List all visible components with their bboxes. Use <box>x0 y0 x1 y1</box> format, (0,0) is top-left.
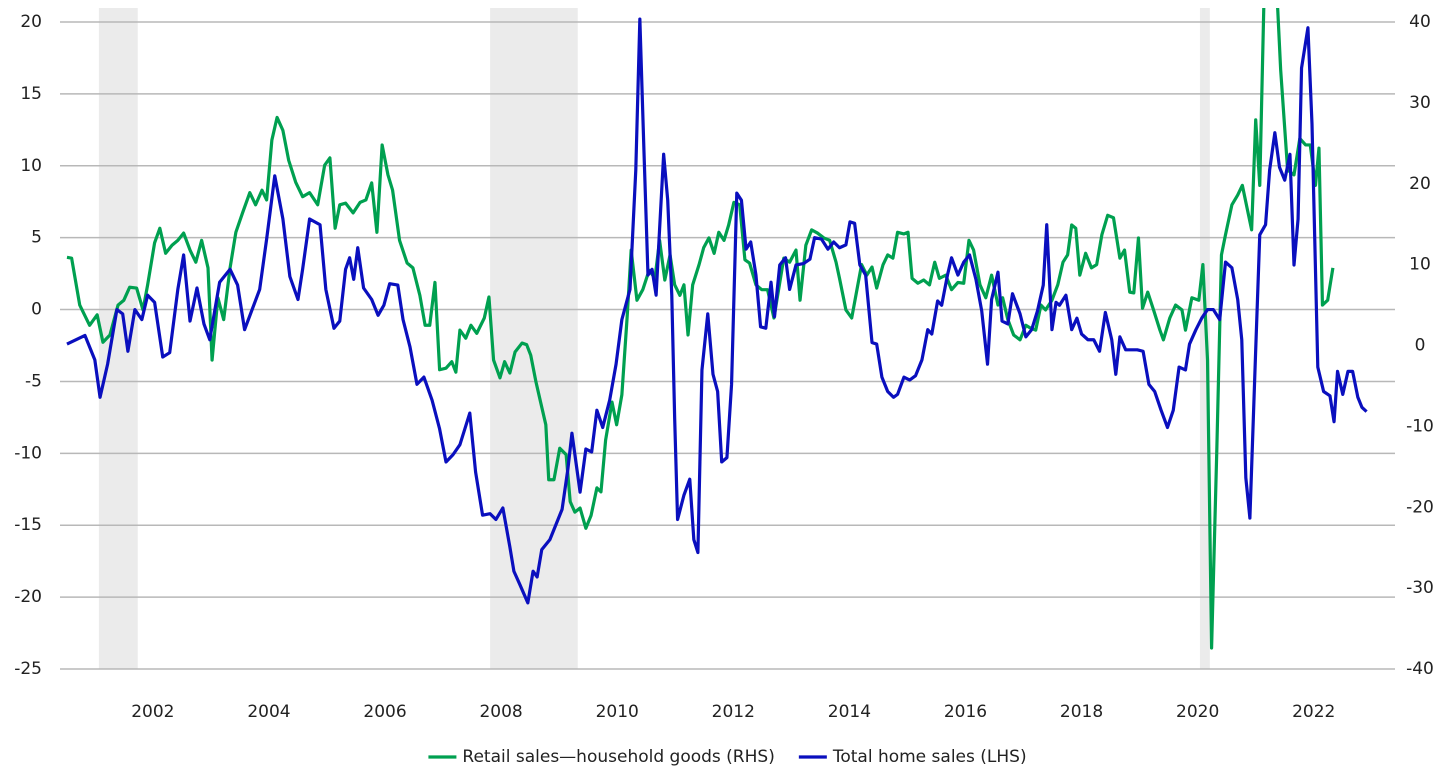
y2-tick-label: 0 <box>1415 336 1426 356</box>
x-tick-label: 2004 <box>247 702 290 722</box>
y2-tick-label: 10 <box>1409 255 1431 275</box>
y-tick-label: -25 <box>14 659 42 679</box>
x-tick-label: 2014 <box>828 702 871 722</box>
y2-tick-label: 20 <box>1409 174 1431 194</box>
x-tick-label: 2010 <box>596 702 639 722</box>
y-tick-label: -15 <box>14 515 42 535</box>
y-tick-label: 20 <box>20 12 42 32</box>
y2-tick-label: 40 <box>1409 12 1431 32</box>
y-tick-label: -10 <box>14 443 42 463</box>
y2-tick-label: -30 <box>1406 578 1434 598</box>
x-tick-label: 2006 <box>363 702 406 722</box>
y-tick-label: 0 <box>31 300 42 320</box>
x-tick-label: 2022 <box>1292 702 1335 722</box>
x-tick-label: 2018 <box>1060 702 1103 722</box>
x-tick-label: 2008 <box>479 702 522 722</box>
y-tick-label: 15 <box>20 84 42 104</box>
y-tick-label: 5 <box>31 228 42 248</box>
y-tick-label: -5 <box>25 371 42 391</box>
y2-tick-label: -20 <box>1406 497 1434 517</box>
y2-tick-label: -40 <box>1406 659 1434 679</box>
legend-label: Total home sales (LHS) <box>832 747 1027 767</box>
x-tick-label: 2002 <box>131 702 174 722</box>
legend-label: Retail sales—household goods (RHS) <box>462 747 774 767</box>
x-tick-label: 2020 <box>1176 702 1219 722</box>
y2-tick-label: -10 <box>1406 416 1434 436</box>
y-tick-label: 10 <box>20 156 42 176</box>
x-tick-label: 2012 <box>712 702 755 722</box>
shaded-period <box>490 8 578 669</box>
y-tick-label: -20 <box>14 587 42 607</box>
series-line <box>66 8 1335 650</box>
series-line <box>66 17 1368 605</box>
x-tick-label: 2016 <box>944 702 987 722</box>
y2-tick-label: 30 <box>1409 93 1431 113</box>
